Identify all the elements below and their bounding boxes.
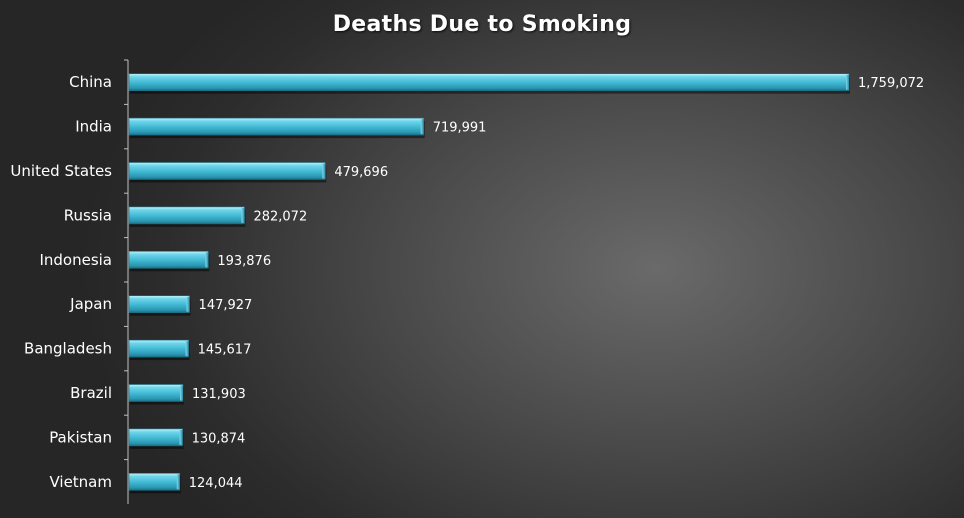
value-label: 282,072 <box>253 209 307 224</box>
bar <box>128 251 209 269</box>
bar <box>128 295 190 314</box>
category-label: Japan <box>69 295 112 313</box>
category-label: United States <box>10 162 112 180</box>
bar-china <box>128 73 850 94</box>
bar <box>128 472 181 491</box>
bar-cap <box>322 163 326 179</box>
bar <box>128 162 326 180</box>
value-label: 124,044 <box>189 476 243 491</box>
category-label: China <box>69 73 112 91</box>
bar-cap <box>205 252 209 268</box>
category-label: Bangladesh <box>24 340 112 358</box>
category-label: Brazil <box>70 384 112 402</box>
bar-cap <box>846 74 849 90</box>
category-label: Vietnam <box>49 473 112 491</box>
value-label: 130,874 <box>192 431 246 446</box>
bar <box>128 384 184 402</box>
bar-cap <box>185 341 189 357</box>
category-label: India <box>75 118 112 136</box>
bar <box>128 206 245 225</box>
bar <box>128 428 183 447</box>
bar-cap <box>186 296 190 312</box>
value-label: 193,876 <box>217 254 271 269</box>
category-label: Pakistan <box>49 428 112 446</box>
bar-russia <box>128 206 246 227</box>
bar-brazil <box>128 384 184 405</box>
value-label: 1,759,072 <box>858 76 924 91</box>
bar-vietnam <box>128 472 181 494</box>
bar-indonesia <box>128 251 210 272</box>
value-label: 145,617 <box>198 343 252 358</box>
bar <box>128 339 189 358</box>
bar-united-states <box>128 162 327 183</box>
bar-cap <box>179 385 183 401</box>
bar-bangladesh <box>128 339 190 361</box>
bar-pakistan <box>128 428 184 449</box>
bar-cap <box>420 119 424 135</box>
value-label: 131,903 <box>192 387 246 402</box>
category-label: Indonesia <box>39 251 112 269</box>
value-label: 147,927 <box>199 298 253 313</box>
value-label: 479,696 <box>334 165 388 180</box>
bar-cap <box>241 207 245 223</box>
chart-title: Deaths Due to Smoking <box>332 12 632 37</box>
bar-india <box>128 117 425 139</box>
value-label: 719,991 <box>433 121 487 136</box>
bar-japan <box>128 295 191 316</box>
bar <box>128 117 424 136</box>
bar-cap <box>176 474 180 490</box>
bar <box>128 73 850 91</box>
category-label: Russia <box>64 206 112 224</box>
bar-cap <box>179 429 183 445</box>
